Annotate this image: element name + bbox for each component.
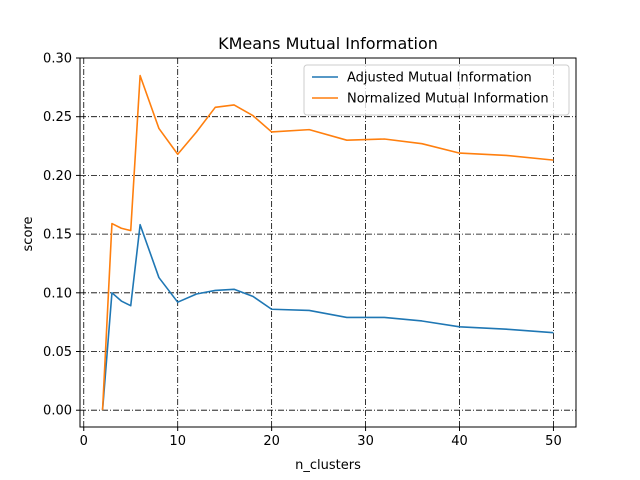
chart-title: KMeans Mutual Information bbox=[218, 34, 438, 53]
series-line-1 bbox=[101, 223, 554, 411]
legend-box bbox=[303, 64, 570, 116]
x-tick-label: 50 bbox=[545, 434, 562, 449]
y-tick-label: 0.15 bbox=[43, 228, 72, 243]
x-tick-label: 0 bbox=[80, 434, 88, 449]
legend: Adjusted Mutual Information Normalized Mu… bbox=[303, 64, 570, 116]
y-tick-label: 0.30 bbox=[43, 52, 72, 67]
series-line-2 bbox=[101, 74, 554, 411]
series-lines bbox=[101, 74, 554, 411]
axes: 0 10 20 30 40 50 0.00 0.05 0.10 0.15 0.20 0.25 0.30 bbox=[43, 52, 577, 449]
x-tick-label: 10 bbox=[169, 434, 186, 449]
y-tick-label: 0.25 bbox=[43, 110, 72, 125]
legend-label-2: Normalized Mutual Information bbox=[347, 92, 549, 107]
y-axis-label: score bbox=[21, 217, 36, 252]
y-tick-label: 0.00 bbox=[43, 404, 72, 419]
legend-label-1: Adjusted Mutual Information bbox=[347, 71, 532, 86]
y-tick-label: 0.05 bbox=[43, 345, 72, 360]
x-tick-label: 40 bbox=[451, 434, 468, 449]
grid-lines bbox=[80, 57, 576, 427]
plot-frame bbox=[79, 57, 577, 428]
x-tick-label: 30 bbox=[357, 434, 374, 449]
y-tick-label: 0.10 bbox=[43, 286, 72, 301]
y-tick-label: 0.20 bbox=[43, 169, 72, 184]
x-tick-label: 20 bbox=[263, 434, 280, 449]
x-axis-label: n_clusters bbox=[295, 458, 361, 473]
